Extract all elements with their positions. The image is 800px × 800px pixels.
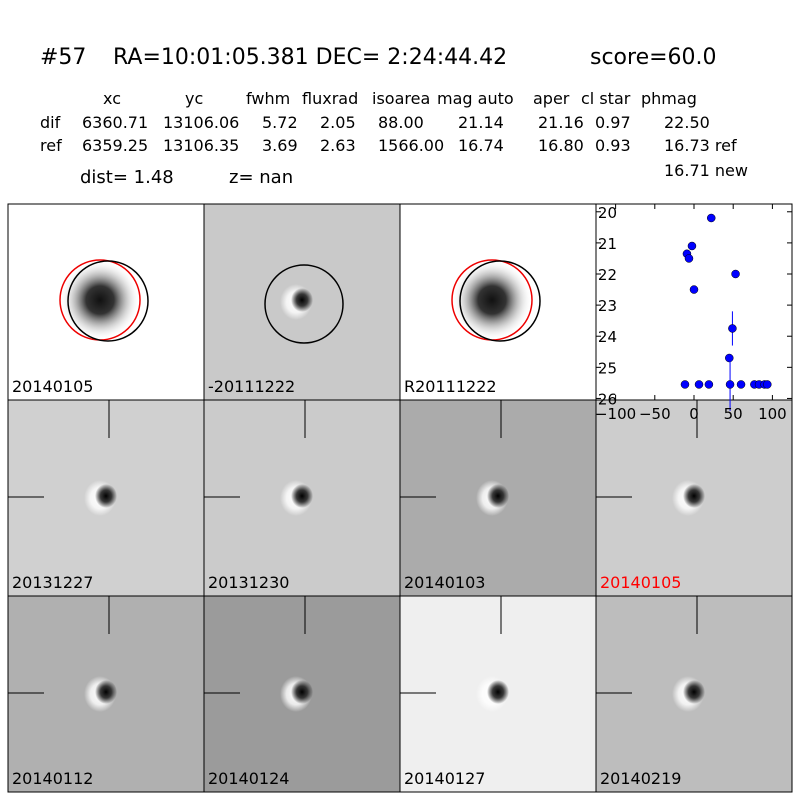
data-point [687, 241, 697, 251]
table-cell: 1566.00 [378, 136, 444, 155]
table-cell: 2.05 [320, 113, 356, 132]
y-tick-label: 21 [598, 235, 617, 253]
y-tick-label: 24 [598, 328, 617, 346]
table-cell: 13106.06 [163, 113, 239, 132]
table-cell: 16.73 ref [664, 136, 737, 155]
y-tick-label: 23 [598, 297, 617, 315]
data-point [704, 380, 714, 389]
stamp-label: 20140124 [208, 769, 289, 788]
table-cell: 0.93 [595, 136, 631, 155]
table-cell: 16.80 [538, 136, 584, 155]
table-cell: 6359.25 [82, 136, 148, 155]
candidate-id: #57 [40, 45, 86, 70]
y-tick-label: 20 [598, 204, 617, 222]
data-point [763, 380, 772, 389]
column-header: isoarea [372, 89, 430, 108]
row-label: ref [40, 136, 62, 155]
x-tick-label: 0 [689, 405, 699, 423]
stamp-label: 20140112 [12, 769, 93, 788]
data-point [680, 380, 690, 389]
column-header: aper [533, 89, 570, 108]
stamp-label: 20140105 [600, 573, 681, 592]
aperture-circle [264, 264, 344, 344]
table-cell: 5.72 [262, 113, 298, 132]
table-cell: 21.16 [538, 113, 584, 132]
row-label: dif [40, 113, 61, 132]
column-header: phmag [641, 89, 697, 108]
dipole-dark [291, 680, 313, 704]
plot-area [595, 203, 793, 401]
x-tick-label: 100 [758, 405, 787, 423]
column-header: fluxrad [302, 89, 358, 108]
stamp-label: 20140219 [600, 769, 681, 788]
z-value: z= nan [229, 167, 293, 188]
column-header: fwhm [246, 89, 290, 108]
stamp-label: 20140103 [404, 573, 485, 592]
dipole-dark [95, 484, 117, 508]
dipole-dark [95, 680, 117, 704]
dipole-dark [487, 484, 509, 508]
y-tick-label: 22 [598, 266, 617, 284]
table-cell: 21.14 [458, 113, 504, 132]
table-cell: 88.00 [378, 113, 424, 132]
new-mag: 16.71 new [664, 161, 748, 180]
data-point [694, 380, 704, 389]
table-cell: 16.74 [458, 136, 504, 155]
stamp-label: 20131230 [208, 573, 289, 592]
data-point [706, 213, 716, 223]
stamp-label: R20111222 [404, 377, 497, 396]
stamp-label: 20140105 [12, 377, 93, 396]
y-tick-label: 25 [598, 359, 617, 377]
x-tick-label: −100 [595, 405, 636, 423]
data-point [725, 380, 735, 389]
dipole-dark [291, 288, 313, 312]
stamp-label: 20131227 [12, 573, 93, 592]
data-point [684, 254, 694, 263]
table-cell: 22.50 [664, 113, 710, 132]
column-header: xc [103, 89, 121, 108]
table-cell: 6360.71 [82, 113, 148, 132]
data-point [728, 324, 737, 333]
table-cell: 13106.35 [163, 136, 239, 155]
data-point [725, 353, 734, 363]
aperture-circle [67, 260, 149, 342]
column-header: yc [185, 89, 203, 108]
dipole-dark [683, 484, 705, 508]
table-cell: 2.63 [320, 136, 356, 155]
x-tick-label: −50 [639, 405, 671, 423]
data-point [736, 380, 746, 389]
score: score=60.0 [590, 45, 717, 70]
source-blob [60, 260, 140, 340]
x-tick-label: 50 [724, 405, 743, 423]
coordinates: RA=10:01:05.381 DEC= 2:24:44.42 [113, 45, 507, 70]
column-header: mag auto [437, 89, 514, 108]
table-cell: 0.97 [595, 113, 631, 132]
dipole-dark [683, 680, 705, 704]
stamp-label: -20111222 [208, 377, 295, 396]
stamp-label: 20140127 [404, 769, 485, 788]
dipole-dark [291, 484, 313, 508]
y-tick-label: 26 [598, 390, 617, 408]
distance: dist= 1.48 [80, 167, 174, 188]
dipole-dark [487, 680, 509, 704]
aperture-circle [459, 260, 541, 342]
data-point [731, 269, 740, 279]
data-point [689, 285, 699, 294]
source-blob [452, 260, 532, 340]
column-header: cl star [581, 89, 631, 108]
table-cell: 3.69 [262, 136, 298, 155]
